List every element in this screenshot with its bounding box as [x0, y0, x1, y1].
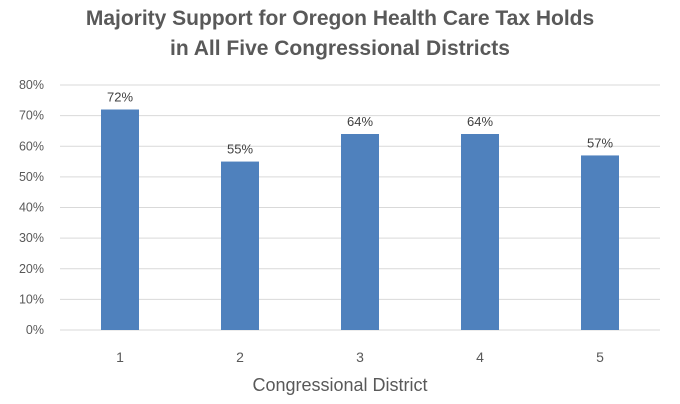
y-tick-label: 80%: [19, 78, 44, 92]
y-tick-label: 30%: [19, 231, 44, 245]
y-tick-label: 10%: [19, 292, 44, 306]
y-tick-label: 50%: [19, 170, 44, 184]
chart-title-line-2: in All Five Congressional Districts: [170, 37, 510, 60]
bar: [341, 134, 379, 330]
data-label: 55%: [227, 142, 253, 157]
data-label: 64%: [347, 114, 373, 129]
bar: [101, 109, 139, 330]
x-axis-title: Congressional District: [252, 375, 428, 395]
y-tick-label: 20%: [19, 262, 44, 276]
x-tick-label: 5: [596, 349, 604, 365]
data-label: 64%: [467, 114, 493, 129]
chart-title: Majority Support for Oregon Health Care …: [0, 4, 680, 64]
x-tick-label: 3: [356, 349, 364, 365]
chart-title-line-1: Majority Support for Oregon Health Care …: [85, 7, 595, 30]
y-tick-label: 0%: [26, 323, 44, 337]
data-label: 72%: [107, 90, 133, 105]
x-tick-label: 4: [476, 349, 484, 365]
bar: [221, 161, 259, 330]
bar: [461, 134, 499, 330]
x-tick-label: 2: [236, 349, 244, 365]
bar: [581, 155, 619, 330]
data-label: 57%: [587, 135, 613, 150]
y-tick-label: 70%: [19, 109, 44, 123]
y-tick-label: 60%: [19, 139, 44, 153]
y-tick-label: 40%: [19, 201, 44, 215]
x-tick-label: 1: [116, 349, 124, 365]
